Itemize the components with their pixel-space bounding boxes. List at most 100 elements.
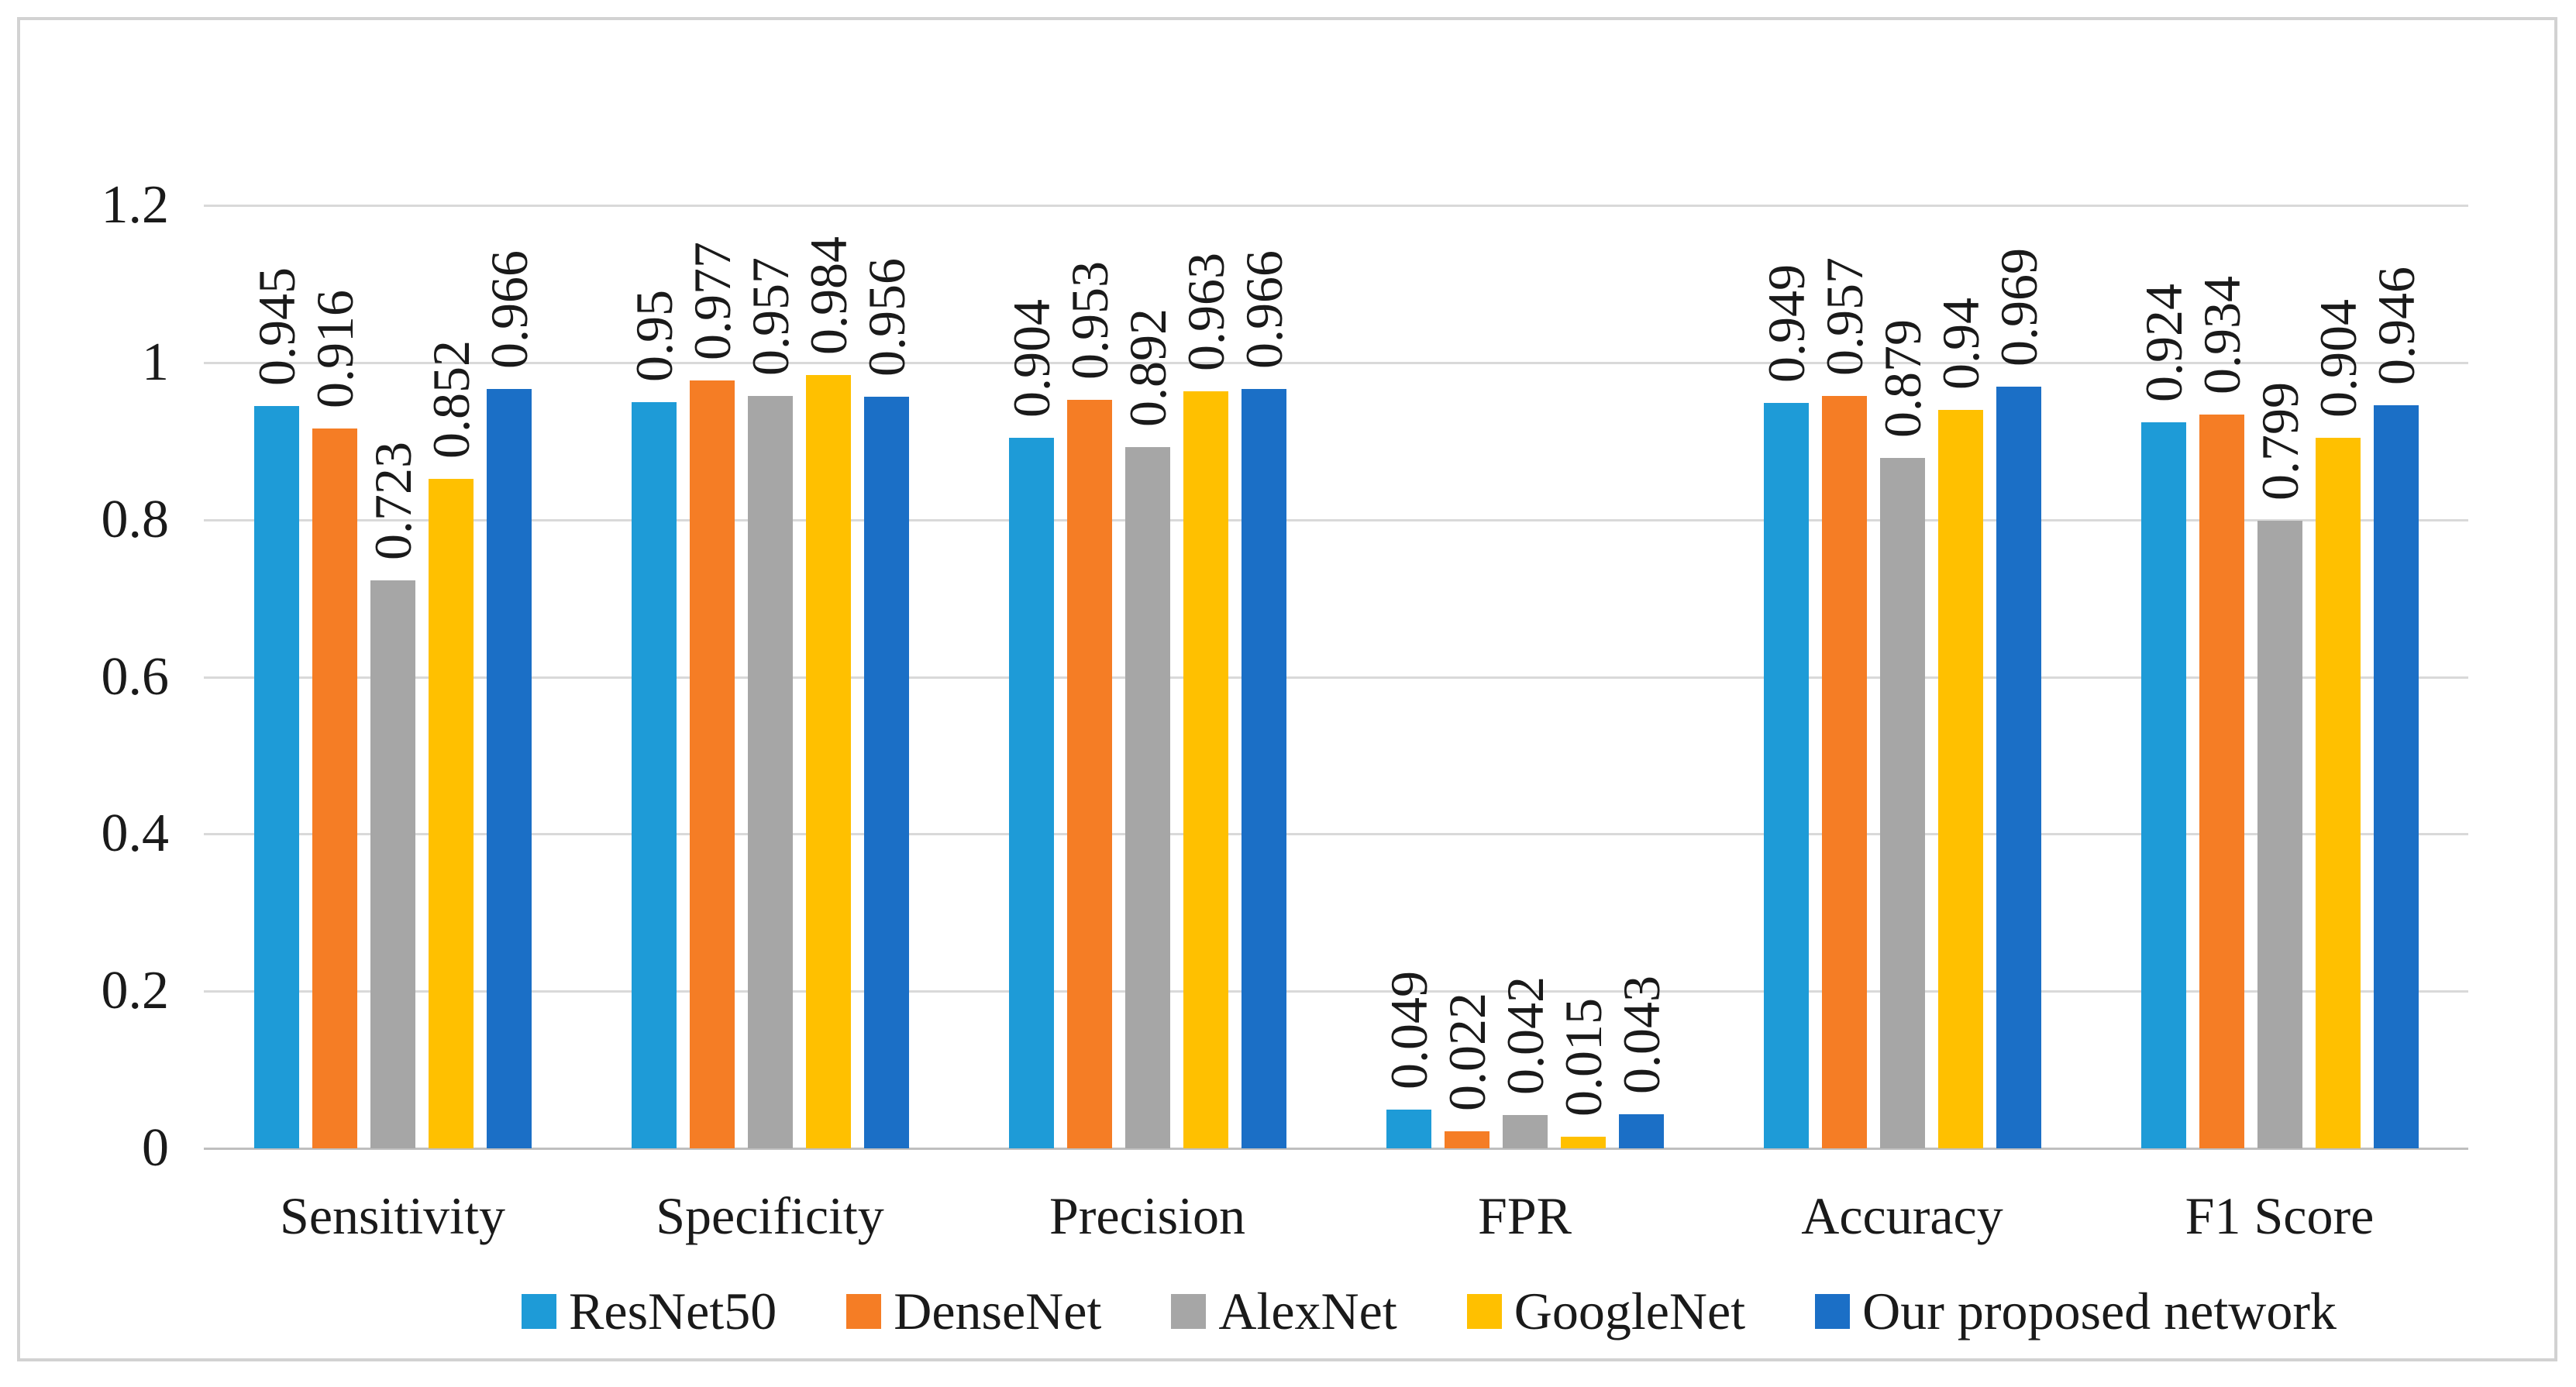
x-axis-line <box>204 1148 2468 1150</box>
plot-area: 0 0.2 0.4 0.6 0.8 1 1.2 0.945 0.916 0.723 0.852 0.… <box>102 178 2468 1175</box>
legend-item: DenseNet <box>846 1285 1101 1337</box>
y-axis-tick-label: 1 <box>142 332 169 392</box>
gridline <box>204 361 2468 364</box>
bar: 0.042 <box>1496 976 1555 1148</box>
bar-value-label: 0.945 <box>246 267 306 386</box>
bar-value-label: 0.957 <box>1814 257 1874 377</box>
bar-value-label: 0.022 <box>1437 992 1496 1111</box>
legend-swatch <box>846 1293 882 1329</box>
bar: 0.945 <box>247 267 306 1148</box>
bar-value-label: 0.723 <box>363 441 422 560</box>
bar-value-label: 0.799 <box>2250 381 2309 501</box>
legend-swatch <box>1171 1293 1207 1329</box>
bar: 0.946 <box>2367 267 2426 1148</box>
bar-value-label: 0.892 <box>1118 308 1177 428</box>
gridline <box>204 205 2468 207</box>
x-axis-category-label: Accuracy <box>1801 1186 2003 1245</box>
bar-group-fpr: 0.049 0.022 0.042 0.015 0.043 <box>1336 205 1713 1148</box>
bar-group-precision: 0.904 0.953 0.892 0.963 0.966 <box>959 205 1336 1148</box>
bar: 0.879 <box>1873 319 1932 1148</box>
bar: 0.916 <box>305 290 364 1148</box>
y-axis-tick-label: 0.8 <box>101 489 170 549</box>
bar: 0.043 <box>1612 976 1671 1148</box>
bar: 0.969 <box>1989 248 2048 1148</box>
legend-label: GoogleNet <box>1514 1282 1746 1341</box>
bar: 0.963 <box>1176 253 1235 1148</box>
bar-value-label: 0.904 <box>2308 299 2368 418</box>
bar-value-label: 0.953 <box>1059 260 1119 380</box>
bar-value-label: 0.94 <box>1930 297 1990 390</box>
bar-value-label: 0.949 <box>1756 263 1816 383</box>
bar: 0.966 <box>480 250 539 1148</box>
legend-swatch <box>522 1293 557 1329</box>
x-axis-category-label: Specificity <box>656 1186 884 1245</box>
bar-group-sensitivity: 0.945 0.916 0.723 0.852 0.966 <box>204 205 581 1148</box>
y-axis-tick-label: 0.6 <box>101 646 170 707</box>
bar: 0.723 <box>363 442 422 1148</box>
bar: 0.852 <box>422 340 480 1148</box>
y-axis-tick-label: 0.2 <box>101 961 170 1021</box>
legend-item: GoogleNet <box>1466 1282 1746 1341</box>
bar: 0.949 <box>1757 264 1816 1148</box>
bar-value-label: 0.966 <box>479 250 539 370</box>
bar-group-specificity: 0.95 0.977 0.957 0.984 0.956 <box>581 205 959 1148</box>
bar-value-label: 0.015 <box>1553 997 1613 1117</box>
bar-value-label: 0.924 <box>2133 283 2193 402</box>
bar: 0.957 <box>741 257 800 1148</box>
bar-value-label: 0.95 <box>624 289 684 382</box>
bar-value-label: 0.963 <box>1176 253 1235 372</box>
bar-value-label: 0.966 <box>1234 250 1293 370</box>
x-axis-category-label: FPR <box>1478 1186 1572 1245</box>
bar-group-f1-score: 0.924 0.934 0.799 0.904 0.946 <box>2091 205 2468 1148</box>
bar: 0.924 <box>2134 284 2193 1148</box>
gridline <box>204 518 2468 521</box>
bar: 0.904 <box>1002 299 1061 1148</box>
bar: 0.977 <box>683 242 742 1148</box>
bar: 0.957 <box>1815 257 1874 1148</box>
bar-value-label: 0.049 <box>1379 971 1438 1090</box>
y-axis-tick-label: 0 <box>142 1118 169 1178</box>
bar-value-label: 0.984 <box>798 236 858 356</box>
bar-value-label: 0.879 <box>1872 318 1932 438</box>
gridline <box>204 990 2468 993</box>
legend: ResNet50 DenseNet AlexNet GoogleNet Our prop… <box>297 1285 2561 1337</box>
bar-value-label: 0.969 <box>1989 248 2048 367</box>
bar-value-label: 0.042 <box>1495 976 1555 1096</box>
legend-swatch <box>1815 1293 1851 1329</box>
bar-value-label: 0.916 <box>305 290 364 409</box>
legend-label: DenseNet <box>894 1282 1102 1341</box>
bar-group-accuracy: 0.949 0.957 0.879 0.94 0.969 <box>1713 205 2091 1148</box>
bar-value-label: 0.934 <box>2192 275 2251 394</box>
x-axis-category-label: Precision <box>1049 1186 1246 1245</box>
bar: 0.904 <box>2309 299 2368 1148</box>
bar-value-label: 0.977 <box>682 242 742 361</box>
legend-item: Our proposed network <box>1815 1285 2337 1337</box>
bar: 0.022 <box>1438 993 1496 1148</box>
gridline <box>204 833 2468 836</box>
x-axis: Sensitivity Specificity Precision FPR Accura… <box>204 1187 2468 1245</box>
bar-series-layer: 0.945 0.916 0.723 0.852 0.966 0.95 0.977 0.957 0… <box>204 205 2468 1148</box>
bar-value-label: 0.957 <box>740 257 800 377</box>
bar: 0.049 <box>1379 971 1438 1148</box>
bar: 0.953 <box>1060 261 1119 1148</box>
legend-item: ResNet50 <box>522 1285 777 1337</box>
bar: 0.934 <box>2192 276 2251 1148</box>
bar: 0.95 <box>625 290 684 1148</box>
bar-value-label: 0.904 <box>1001 299 1061 418</box>
bar: 0.94 <box>1931 298 1990 1148</box>
legend-item: AlexNet <box>1171 1285 1397 1337</box>
bar: 0.892 <box>1118 308 1177 1148</box>
x-axis-category-label: F1 Score <box>2185 1186 2375 1245</box>
bar: 0.799 <box>2251 382 2309 1148</box>
y-axis-tick-label: 1.2 <box>101 175 170 235</box>
bar-value-label: 0.956 <box>856 258 916 377</box>
gridline <box>204 676 2468 679</box>
legend-swatch <box>1466 1293 1502 1329</box>
bar: 0.966 <box>1235 250 1293 1148</box>
y-axis-tick-label: 0.4 <box>101 804 170 864</box>
bar-value-label: 0.946 <box>2366 266 2426 385</box>
bar: 0.984 <box>799 236 858 1148</box>
legend-label: ResNet50 <box>569 1282 777 1341</box>
bar: 0.956 <box>857 258 916 1148</box>
